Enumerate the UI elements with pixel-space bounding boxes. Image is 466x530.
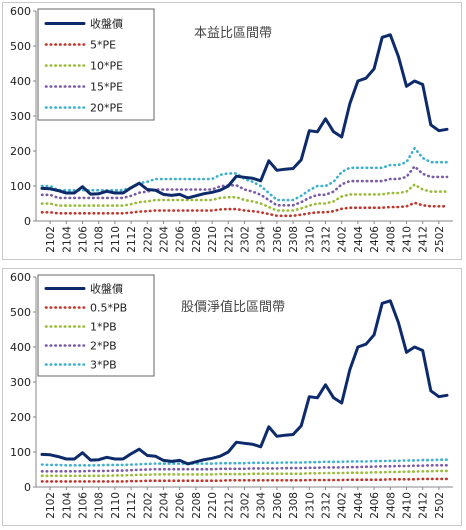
x-tick-label: 2402 <box>337 492 349 519</box>
x-tick-label: 2102 <box>45 226 57 253</box>
y-tick-label: 0 <box>24 215 31 228</box>
x-tick-label: 2108 <box>94 492 106 519</box>
x-tick-label: 2302 <box>240 492 252 519</box>
series-line-3 <box>40 464 449 473</box>
legend-box <box>37 8 155 121</box>
x-tick-label: 2112 <box>126 492 138 519</box>
x-tick-label: 2104 <box>61 492 73 519</box>
legend-label-2: 10*PE <box>90 60 123 73</box>
x-tick-label: 2210 <box>207 492 219 519</box>
x-tick-label: 2102 <box>45 492 57 519</box>
y-tick-label: 100 <box>10 180 31 193</box>
y-tick-label: 100 <box>10 446 31 459</box>
pe-band-chart: 0 100 200 300 400 500 600 2102 2104 2106 2108 2110 2… <box>10 5 453 253</box>
x-tick-label: 2412 <box>418 226 430 253</box>
x-tick-label: 2206 <box>175 492 187 519</box>
x-tick-label: 2502 <box>434 492 446 519</box>
y-tick-label: 500 <box>10 306 31 319</box>
legend-label-1: 5*PE <box>90 39 116 52</box>
y-tick-label: 400 <box>10 75 31 88</box>
legend: 收盤價 5*PE 10*PE 15*PE 20*PE <box>37 8 155 121</box>
x-tick-label: 2310 <box>304 226 316 253</box>
series-line-3 <box>40 165 449 207</box>
x-tick-label: 2410 <box>402 492 414 519</box>
x-tick-label: 2402 <box>337 226 349 253</box>
x-tick-label: 2312 <box>321 492 333 519</box>
x-tick-label: 2302 <box>240 226 252 253</box>
x-tick-label: 2306 <box>272 492 284 519</box>
x-tick-label: 2212 <box>223 226 235 253</box>
y-tick-label: 300 <box>10 376 31 389</box>
x-tick-label: 2108 <box>94 226 106 253</box>
x-tick-label: 2202 <box>142 492 154 519</box>
series-line-4 <box>40 146 449 202</box>
x-tick-label: 2304 <box>256 492 268 519</box>
x-tick-label: 2106 <box>78 226 90 253</box>
pb-band-chart: 0 100 200 300 400 500 600 2102 2104 2106 2108 2110 2… <box>10 271 453 519</box>
x-tick-label: 2212 <box>223 492 235 519</box>
legend-label-1: 0.5*PB <box>90 302 127 315</box>
chart-title: 股價淨值比區間帶 <box>181 299 285 315</box>
x-tick-label: 2210 <box>207 226 219 253</box>
x-tick-label: 2112 <box>126 226 138 253</box>
legend-box <box>37 274 155 377</box>
x-tick-label: 2412 <box>418 492 430 519</box>
x-tick-label: 2110 <box>110 492 122 519</box>
chart-title: 本益比區間帶 <box>194 26 272 41</box>
x-tick-label: 2312 <box>321 226 333 253</box>
legend: 收盤價 0.5*PB 1*PB 2*PB 3*PB <box>37 274 155 377</box>
x-tick-label: 2106 <box>78 492 90 519</box>
x-tick-label: 2408 <box>385 492 397 519</box>
y-tick-label: 600 <box>10 271 31 284</box>
y-tick-label: 200 <box>10 145 31 158</box>
x-tick-label: 2406 <box>369 226 381 253</box>
x-tick-label: 2404 <box>353 492 365 519</box>
x-tick-label: 2206 <box>175 226 187 253</box>
y-tick-label: 200 <box>10 411 31 424</box>
y-tick-label: 0 <box>24 481 31 494</box>
x-tick-label: 2310 <box>304 492 316 519</box>
x-tick-label: 2110 <box>110 226 122 253</box>
x-tick-label: 2208 <box>191 226 203 253</box>
x-tick-label: 2408 <box>385 226 397 253</box>
x-tick-label: 2306 <box>272 226 284 253</box>
x-tick-label: 2410 <box>402 226 414 253</box>
series-line-4 <box>40 458 449 467</box>
legend-label-4: 3*PB <box>90 359 117 372</box>
y-tick-label: 500 <box>10 40 31 53</box>
x-tick-label: 2204 <box>159 492 171 519</box>
series-line-0 <box>40 33 449 200</box>
legend-label-4: 20*PE <box>90 102 123 115</box>
y-tick-label: 300 <box>10 110 31 123</box>
x-tick-label: 2308 <box>288 492 300 519</box>
series-line-1 <box>40 477 449 483</box>
y-tick-label: 600 <box>10 5 31 18</box>
x-tick-label: 2204 <box>159 226 171 253</box>
series-line-1 <box>40 201 449 218</box>
legend-label-3: 2*PB <box>90 340 117 353</box>
series-line-2 <box>40 469 449 478</box>
pb-band-chart-panel: 0 100 200 300 400 500 600 2102 2104 2106 2108 2110 2… <box>2 268 462 526</box>
x-tick-label: 2104 <box>61 226 73 253</box>
pe-band-chart-panel: 0 100 200 300 400 500 600 2102 2104 2106 2108 2110 2… <box>2 2 462 260</box>
x-tick-label: 2308 <box>288 226 300 253</box>
legend-label-0: 收盤價 <box>90 282 123 296</box>
x-tick-label: 2208 <box>191 492 203 519</box>
x-tick-label: 2202 <box>142 226 154 253</box>
legend-label-0: 收盤價 <box>90 17 123 31</box>
x-tick-label: 2406 <box>369 492 381 519</box>
series-line-2 <box>40 183 449 212</box>
x-tick-label: 2502 <box>434 226 446 253</box>
x-tick-label: 2304 <box>256 226 268 253</box>
y-tick-label: 400 <box>10 341 31 354</box>
legend-label-3: 15*PE <box>90 81 123 94</box>
series-line-0 <box>40 299 449 466</box>
x-tick-label: 2404 <box>353 226 365 253</box>
legend-label-2: 1*PB <box>90 321 117 334</box>
